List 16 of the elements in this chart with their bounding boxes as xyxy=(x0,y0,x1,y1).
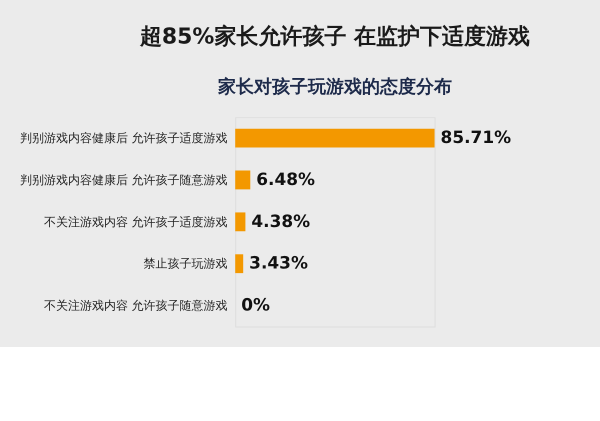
y-tick-label: 不关注游戏内容 允许孩子适度游戏 xyxy=(44,214,228,229)
chart-title: 超85%家长允许孩子 在监护下适度游戏 xyxy=(138,23,530,50)
data-label: 6.48% xyxy=(256,168,316,189)
data-label: 3.43% xyxy=(249,252,308,273)
chart-subtitle: 家长对孩子玩游戏的态度分布 xyxy=(216,76,452,98)
data-label: 4.38% xyxy=(251,210,310,231)
bar xyxy=(235,212,246,232)
data-label: 85.71% xyxy=(440,127,512,148)
y-tick-label: 禁止孩子玩游戏 xyxy=(144,256,228,271)
bar xyxy=(235,254,244,274)
bar xyxy=(235,128,435,148)
y-tick-label: 不关注游戏内容 允许孩子随意游戏 xyxy=(44,298,228,313)
y-tick-label: 判别游戏内容健康后 允许孩子适度游戏 xyxy=(20,131,228,146)
y-tick-label: 判别游戏内容健康后 允许孩子随意游戏 xyxy=(20,172,228,187)
bar xyxy=(235,170,250,190)
data-label: 0% xyxy=(241,294,270,315)
